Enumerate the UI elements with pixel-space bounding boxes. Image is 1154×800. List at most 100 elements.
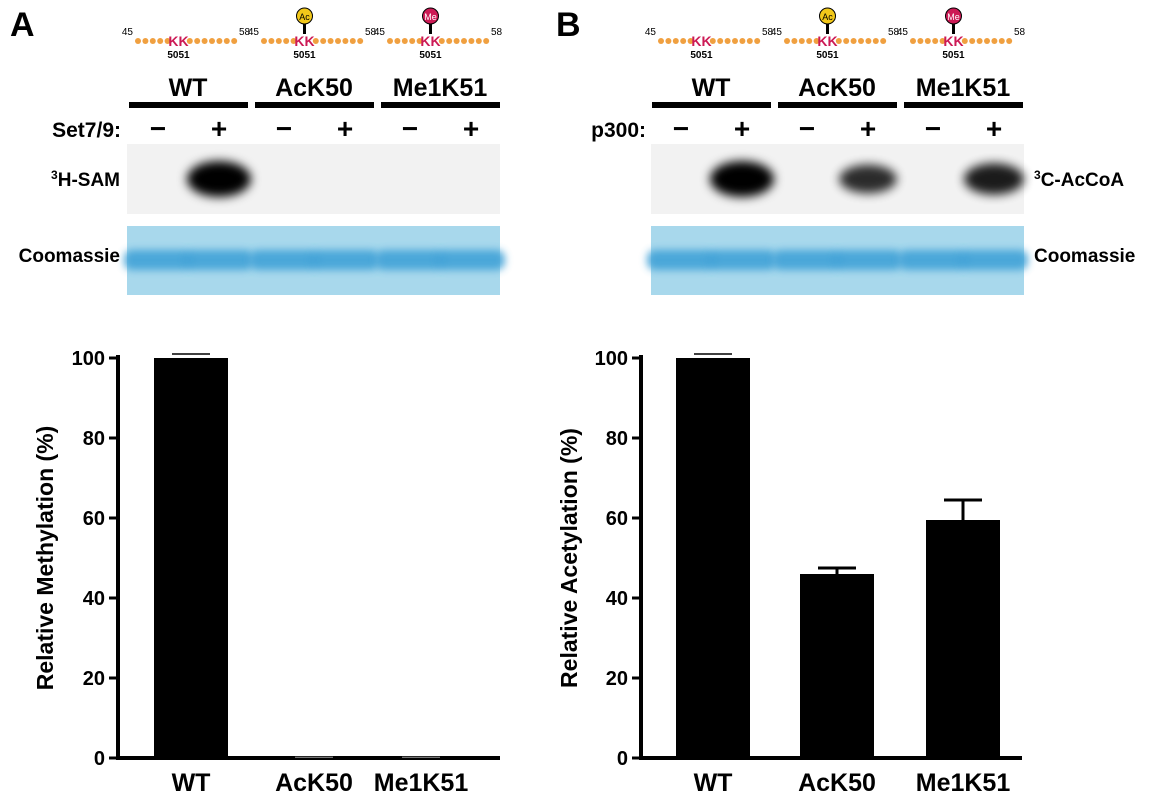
y-tick-label: 40: [83, 588, 105, 610]
coomassie-band: [834, 250, 902, 270]
group-label-0: WT: [692, 74, 731, 102]
x-tick-label: WT: [694, 769, 733, 797]
group-bar-0: [129, 102, 248, 108]
group-label-2: Me1K51: [393, 74, 488, 102]
y-tick-label: 0: [94, 748, 105, 770]
residue-dot: [969, 38, 976, 44]
treatment-plus: +: [734, 113, 750, 144]
residue-dot: [335, 38, 341, 44]
treatment-plus: +: [463, 113, 479, 144]
coomassie-label: Coomassie: [1034, 246, 1135, 267]
y-axis-label: Relative Methylation (%): [32, 426, 58, 691]
residue-dot: [917, 38, 924, 44]
peptide-start-1: 45: [771, 27, 783, 38]
residue-dot: [791, 38, 798, 44]
panel-a-letter: A: [10, 6, 35, 44]
residue-dot: [135, 38, 141, 44]
treatment-minus: −: [799, 113, 815, 144]
residue-dot: [687, 38, 694, 44]
coomassie-band: [647, 250, 715, 270]
treatment-plus: +: [211, 113, 227, 144]
residue-dot: [680, 38, 687, 44]
coomassie-band: [437, 250, 505, 270]
residue-dot: [261, 38, 267, 44]
residue-dot: [268, 38, 275, 44]
peptide-end-0: 58: [762, 27, 774, 38]
kk-residues: KK: [294, 33, 314, 49]
y-tick-label: 40: [606, 588, 628, 610]
group-label-0: WT: [169, 74, 208, 102]
residue-dot: [746, 38, 753, 44]
residue-dot: [194, 38, 201, 44]
coomassie-label: Coomassie: [19, 246, 120, 267]
y-axis-label: Relative Acetylation (%): [556, 428, 582, 688]
enzyme-label: p300:: [591, 119, 646, 142]
residue-dot: [858, 38, 864, 44]
coomassie-band: [960, 250, 1028, 270]
residue-dot: [401, 38, 408, 44]
residue-dot: [216, 38, 223, 44]
group-bar-0: [652, 102, 771, 108]
residue-dot: [813, 38, 820, 44]
modification-label: Ac: [822, 12, 833, 22]
radiolabel-band: [964, 163, 1024, 195]
kk-positions: 5051: [690, 50, 713, 61]
radiolabel-band: [839, 164, 897, 194]
residue-dot: [409, 38, 416, 44]
residue-dot: [754, 38, 761, 44]
residue-dot: [468, 38, 475, 44]
x-tick-label: Me1K51: [374, 769, 469, 797]
coomassie-band: [124, 250, 192, 270]
residue-dot: [806, 38, 813, 44]
group-bar-2: [381, 102, 500, 108]
residue-dot: [850, 38, 857, 44]
blot-label-text: H-SAM: [58, 170, 120, 191]
residue-dot: [394, 38, 401, 44]
residue-dot: [157, 38, 164, 44]
coomassie-band: [773, 250, 841, 270]
residue-dot: [438, 38, 445, 44]
residue-dot: [732, 38, 738, 44]
acetylation-chart: 0 20 40 60 80 100 Relative Acetylation (%) WT Ac…: [556, 348, 1022, 797]
treatment-minus: −: [673, 113, 689, 144]
treatment-plus: +: [337, 113, 353, 144]
residue-dot: [961, 38, 968, 44]
residue-dot: [709, 38, 716, 44]
peptide-start-1: 45: [248, 27, 260, 38]
peptide-end-1: 58: [365, 27, 377, 38]
residue-dot: [320, 38, 327, 44]
residue-dot: [349, 38, 356, 44]
residue-dot: [872, 38, 879, 44]
residue-dot: [312, 38, 319, 44]
group-bar-1: [778, 102, 897, 108]
enzyme-label: Set7/9:: [52, 119, 121, 142]
y-tick-label: 80: [606, 428, 628, 450]
treatment-plus: +: [860, 113, 876, 144]
residue-dot: [186, 38, 193, 44]
blot-label-superscript: 3: [1034, 168, 1041, 182]
kk-residues: KK: [420, 33, 440, 49]
coomassie-band: [250, 250, 318, 270]
bar-wt: [154, 358, 228, 758]
residue-dot: [880, 38, 887, 44]
residue-dot: [717, 38, 724, 44]
blot-label-text: C-AcCoA: [1041, 170, 1125, 191]
residue-dot: [835, 38, 842, 44]
residue-dot: [201, 38, 208, 44]
kk-residues: KK: [168, 33, 188, 49]
coomassie-band: [708, 250, 776, 270]
modification-me-icon: [945, 7, 962, 25]
modification-label: Me: [424, 12, 437, 22]
y-tick-label: 60: [83, 508, 105, 530]
residue-dot: [658, 38, 664, 44]
x-tick-label: AcK50: [275, 769, 353, 797]
peptide-start-0: 45: [122, 27, 134, 38]
group-label-2: Me1K51: [916, 74, 1011, 102]
residue-dot: [865, 38, 872, 44]
